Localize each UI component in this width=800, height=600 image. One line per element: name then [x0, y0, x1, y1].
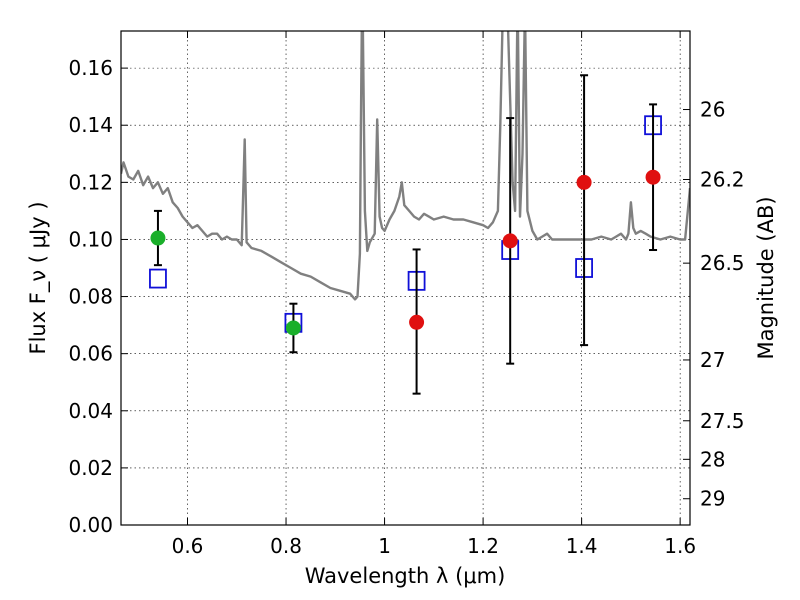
mag-tick-label: 26	[700, 98, 725, 122]
plot-frame	[120, 30, 691, 526]
mag-tick-label: 29	[700, 487, 725, 511]
photometry-point-marker	[645, 169, 661, 185]
y-tick-label: 0.14	[68, 113, 113, 137]
x-tick-label: 1.2	[467, 534, 499, 558]
x-tick-label: 0.6	[172, 534, 204, 558]
y-tick-label: 0.12	[68, 170, 113, 194]
y-tick-label: 0.06	[68, 342, 113, 366]
mag-tick-label: 27.5	[700, 409, 745, 433]
mag-tick-label: 26.2	[700, 167, 745, 191]
y-tick-label: 0.04	[68, 399, 113, 423]
y-tick-label: 0.08	[68, 285, 113, 309]
plot-area	[121, 31, 690, 395]
y-tick-label: 0.16	[68, 56, 113, 80]
model-spectrum-line	[121, 31, 690, 301]
mag-tick-label: 27	[700, 348, 725, 372]
x-tick-label: 1.4	[566, 534, 598, 558]
x-axis-label: Wavelength λ (μm)	[305, 564, 506, 588]
photometry-point-marker	[502, 233, 518, 249]
axis-ticks: 0.6 0.8 1 1.2 1.4 1.6 0.00 0.02 0.04 0.06 0.08 0.10…	[68, 31, 745, 558]
mag-tick-label: 28	[700, 447, 725, 471]
photometry-point-marker	[285, 320, 301, 336]
y-axis-label: Flux F_ν ( μJy )	[26, 201, 51, 354]
mag-tick-label: 26.5	[700, 251, 745, 275]
photometry-square-marker	[149, 268, 167, 289]
photometry-point-marker	[150, 230, 166, 246]
photometry-point-marker	[409, 314, 425, 330]
photometry-point-marker	[576, 174, 592, 190]
x-tick-label: 1.6	[664, 534, 696, 558]
x-tick-label: 0.8	[270, 534, 302, 558]
y-tick-label: 0.02	[68, 456, 113, 480]
y-tick-label: 0.10	[68, 227, 113, 251]
plot-background	[121, 31, 690, 525]
y-tick-label: 0.00	[68, 513, 113, 537]
x-tick-label: 1	[378, 534, 391, 558]
y2-axis-label: Magnitude (AB)	[754, 196, 778, 359]
